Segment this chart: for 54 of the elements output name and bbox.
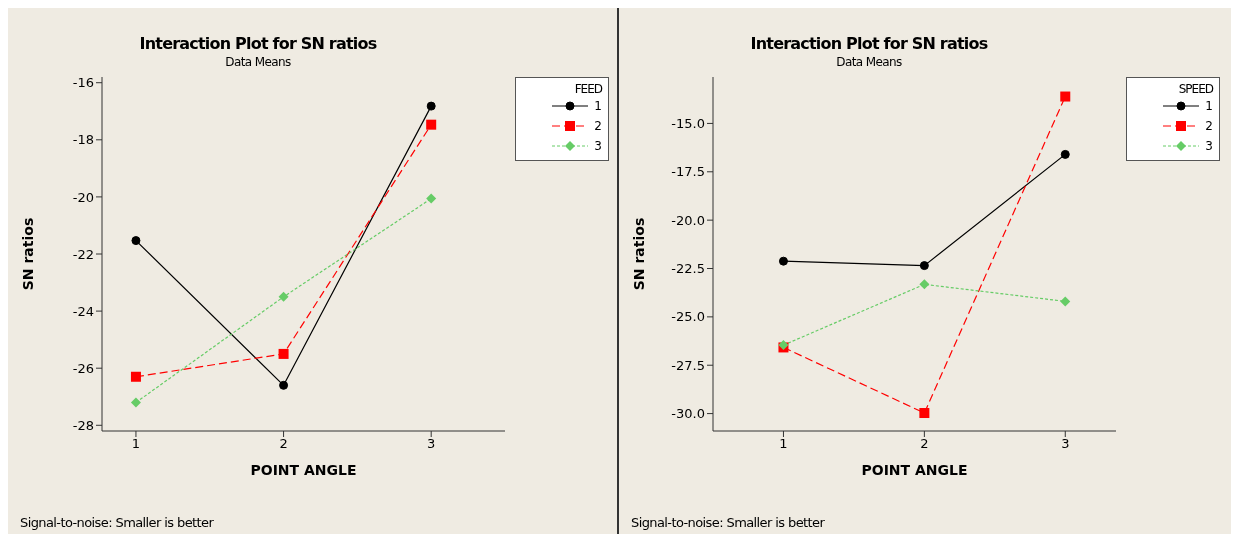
y-tick-label: -22 <box>72 246 94 262</box>
y-tick-label: -25.0 <box>671 309 705 325</box>
y-tick-label: -24 <box>72 303 94 319</box>
y-tick-label: -18 <box>72 132 94 148</box>
point <box>279 380 289 390</box>
chart-title: Interaction Plot for SN ratios <box>138 34 378 53</box>
point <box>130 397 141 408</box>
chart-subtitle: Data Means <box>224 55 292 69</box>
point <box>278 348 289 359</box>
text: Signal-to-noise: Smaller is better <box>631 515 825 530</box>
y-axis-title: SN ratios <box>19 217 36 291</box>
legend-label: 1 <box>1205 99 1213 113</box>
y-tick-label: -30.0 <box>671 406 705 422</box>
x-axis-title: POINT ANGLE <box>250 462 357 478</box>
point <box>1060 149 1070 159</box>
text: Signal-to-noise: Smaller is better <box>20 515 214 530</box>
legend-label: 1 <box>594 99 602 113</box>
y-tick-label: -16 <box>72 75 94 91</box>
point <box>1060 91 1071 102</box>
point <box>778 256 788 266</box>
y-tick-label: -22.5 <box>671 261 705 277</box>
chart-title: Interaction Plot for SN ratios <box>749 34 989 53</box>
x-tick-label: 2 <box>279 436 288 452</box>
y-tick-label: -20 <box>72 189 94 205</box>
x-tick-label: 1 <box>779 436 788 452</box>
legend-label: 3 <box>1205 139 1213 153</box>
point <box>919 279 930 290</box>
legend-label: 3 <box>594 139 602 153</box>
legend-title: FEED <box>573 82 602 96</box>
point <box>131 236 141 246</box>
x-tick-label: 1 <box>131 436 141 452</box>
legend-title: SPEED <box>1177 82 1213 96</box>
x-axis-title: POINT ANGLE <box>861 462 968 478</box>
point <box>130 371 141 382</box>
point <box>919 261 929 271</box>
chart-subtitle: Data Means <box>835 55 903 69</box>
y-tick-label: -27.5 <box>671 357 705 373</box>
y-tick-label: -17.5 <box>671 164 705 180</box>
y-tick-label: -26 <box>72 360 94 376</box>
x-tick-label: 2 <box>920 436 929 452</box>
legend-label: 2 <box>1205 119 1213 133</box>
point <box>278 291 289 302</box>
point <box>919 408 930 419</box>
point <box>426 119 437 130</box>
y-tick-label: -20.0 <box>671 212 705 228</box>
point <box>426 101 436 111</box>
y-axis-title: SN ratios <box>630 217 647 291</box>
legend-label: 2 <box>594 119 602 133</box>
y-tick-label: -15.0 <box>671 116 705 132</box>
y-tick-label: -28 <box>72 417 94 433</box>
x-tick-label: 3 <box>1061 436 1070 452</box>
point <box>426 193 437 204</box>
x-tick-label: 3 <box>427 436 436 452</box>
point <box>1060 296 1071 307</box>
